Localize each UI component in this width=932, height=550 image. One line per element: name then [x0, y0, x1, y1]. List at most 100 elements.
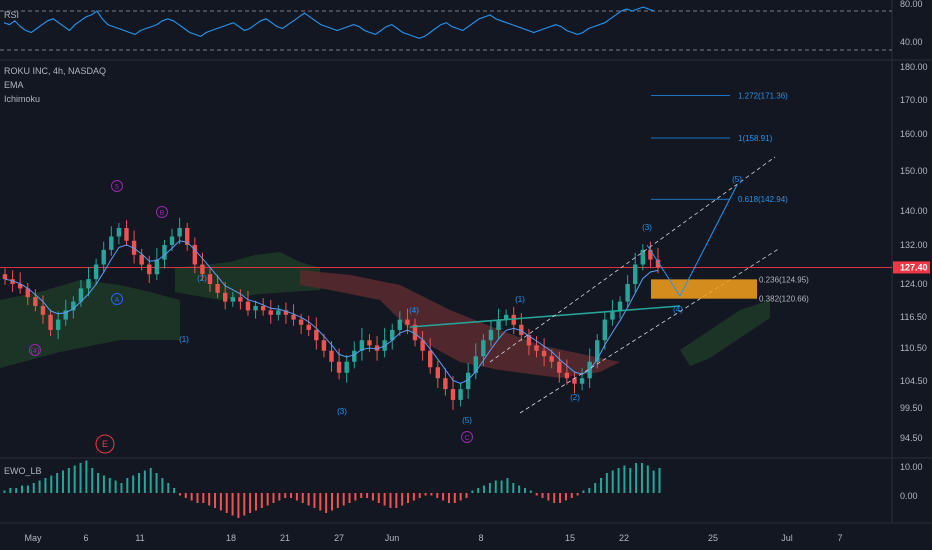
channel-lower — [519, 247, 781, 414]
candle-body — [298, 319, 304, 325]
candle-body — [541, 350, 547, 357]
ewo-bar — [97, 473, 100, 493]
candle-body — [367, 340, 372, 346]
candle-body — [245, 301, 251, 311]
candle-body — [640, 249, 646, 265]
ewo-bar — [553, 493, 556, 503]
candle-body — [109, 236, 114, 250]
ewo-bar — [576, 493, 579, 496]
candle-body — [450, 389, 456, 400]
ewo-bar — [102, 475, 105, 493]
wave-label: C — [464, 435, 469, 442]
candle-body — [2, 274, 8, 280]
candle-body — [648, 249, 653, 260]
price-tick: 110.50 — [900, 343, 927, 353]
wave-label: (5) — [732, 175, 742, 184]
ema-line — [4, 240, 659, 385]
fib-level-label: 1(158.91) — [738, 134, 773, 143]
price-tick: 150.00 — [900, 166, 928, 176]
time-tick: 25 — [708, 533, 718, 543]
ewo-bar — [506, 478, 509, 493]
candle-body — [306, 324, 311, 330]
candle-body — [253, 306, 258, 311]
symbol-title: ROKU INC, 4h, NASDAQ — [4, 66, 107, 76]
ewo-bar — [594, 483, 597, 493]
wave-label: (2) — [197, 274, 207, 283]
wave-label: (4) — [31, 348, 40, 355]
candle-body — [519, 324, 524, 336]
ewo-bar — [196, 493, 199, 503]
ewo-bar — [436, 493, 439, 498]
price-tick: 132.00 — [900, 240, 928, 250]
price-tick: 170.00 — [900, 95, 928, 105]
wave-label: A — [115, 297, 120, 304]
ewo-bar — [21, 485, 24, 493]
wave-label: E — [102, 439, 108, 449]
ewo-bar — [488, 483, 491, 493]
candle-body — [33, 297, 38, 306]
ewo-bar — [155, 473, 158, 493]
ewo-bar — [658, 468, 661, 493]
wave-label: 5 — [115, 184, 119, 191]
ewo-bar — [588, 488, 591, 493]
candle-body — [139, 254, 144, 265]
ewo-bar — [132, 475, 135, 493]
candle-body — [374, 345, 380, 351]
candle-body — [222, 292, 228, 302]
ewo-bar — [348, 493, 351, 503]
ewo-bar — [290, 493, 293, 498]
time-tick: 6 — [83, 533, 88, 543]
candle-body — [390, 329, 395, 341]
fib-level-label: 1.272(171.36) — [738, 92, 788, 101]
candle-body — [17, 284, 23, 289]
ewo-bar — [178, 493, 181, 496]
ewo-bar — [611, 470, 614, 493]
ewo-label: EWO_LB — [4, 466, 42, 476]
time-tick: 21 — [280, 533, 290, 543]
ewo-bar — [395, 493, 398, 508]
ewo-bar — [138, 473, 141, 493]
ewo-bar — [518, 485, 521, 493]
candle-body — [268, 310, 273, 315]
fib-level-label: 0.618(142.94) — [738, 195, 788, 204]
wave-label-circle — [29, 344, 41, 356]
ewo-bar — [559, 493, 562, 503]
ewo-bar — [600, 478, 603, 493]
time-tick: 18 — [226, 533, 236, 543]
candle-body — [602, 319, 608, 341]
ewo-bar — [254, 493, 257, 511]
ewo-bar — [442, 493, 445, 501]
ewo-bar — [529, 490, 532, 493]
rsi-line — [3, 6, 655, 39]
candle-body — [48, 314, 53, 330]
candle-body — [344, 361, 349, 373]
ewo-bar — [652, 470, 655, 493]
wave-label-circle — [95, 434, 115, 454]
candle-body — [71, 301, 76, 311]
candle-body — [534, 345, 539, 351]
time-tick: 8 — [478, 533, 483, 543]
ewo-bar — [26, 485, 29, 493]
ewo-bar — [535, 493, 538, 496]
candle-body — [321, 340, 327, 351]
ewo-bar — [635, 463, 638, 493]
price-tick: 180.00 — [900, 62, 928, 72]
candle-body — [207, 274, 213, 284]
candle-body — [549, 356, 554, 362]
ewo-bar — [354, 493, 357, 501]
ewo-bar — [371, 493, 374, 501]
candle-body — [162, 245, 167, 260]
wave-label-circle — [111, 180, 123, 192]
time-tick: 15 — [565, 533, 575, 543]
candle-body — [610, 310, 615, 320]
ewo-bar — [342, 493, 345, 506]
ewo-bar — [9, 488, 12, 493]
ewo-bar — [184, 493, 187, 498]
candle-body — [101, 249, 106, 265]
time-tick: Jul — [781, 533, 793, 543]
candle-body — [397, 319, 403, 330]
candle-body — [238, 297, 243, 302]
candle-body — [526, 335, 532, 346]
time-tick: 27 — [334, 533, 344, 543]
